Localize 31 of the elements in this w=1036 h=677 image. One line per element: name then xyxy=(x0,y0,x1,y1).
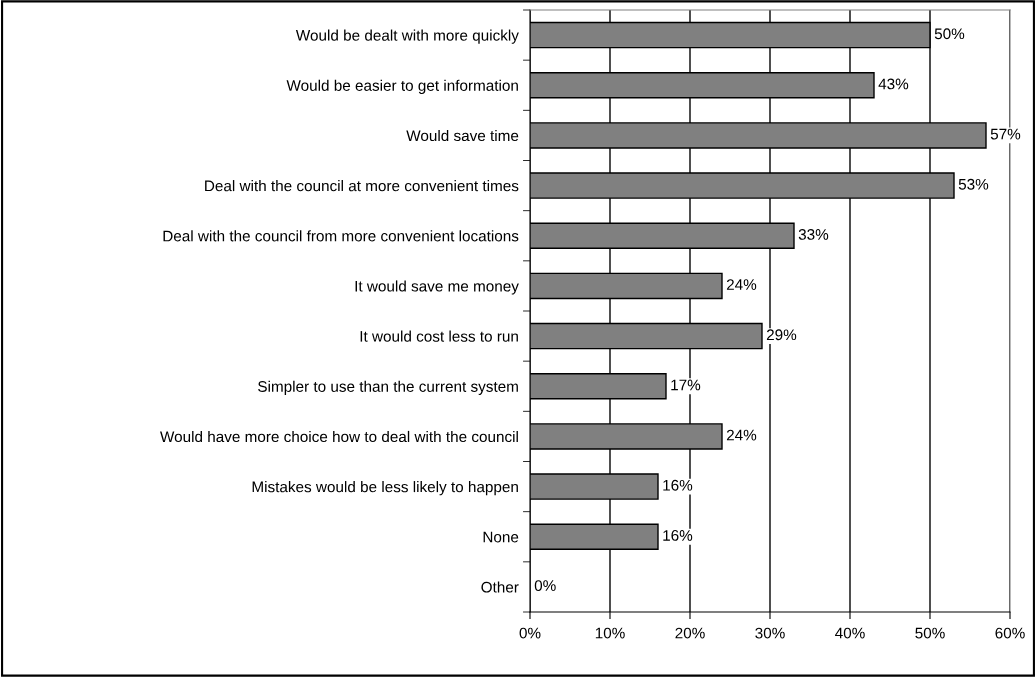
y-tick-label: Mistakes would be less likely to happen xyxy=(252,481,518,496)
x-tick-label: 30% xyxy=(755,627,785,639)
data-label: 53% xyxy=(958,178,989,190)
data-label: 43% xyxy=(878,78,909,90)
data-label: 57% xyxy=(990,128,1021,140)
data-label: 50% xyxy=(934,28,965,40)
data-label: 16% xyxy=(663,479,693,491)
x-tick-label: 40% xyxy=(835,627,865,639)
data-label: 17% xyxy=(671,379,701,391)
data-label: 24% xyxy=(726,429,757,441)
x-tick-label: 0% xyxy=(519,627,541,639)
x-tick-label: 60% xyxy=(995,627,1025,639)
data-label: 0% xyxy=(534,580,556,592)
y-tick-label: None xyxy=(483,531,519,543)
y-tick-label: Other xyxy=(481,581,519,593)
y-tick-label: It would save me money xyxy=(355,280,519,295)
y-tick-label: Deal with the council from more convenient locations xyxy=(163,230,519,242)
y-tick-label: Deal with the council at more convenient times xyxy=(205,180,519,192)
data-label: 33% xyxy=(798,229,829,240)
y-tick-label: Would be dealt with more quickly xyxy=(295,29,519,44)
y-tick-label: Would save time xyxy=(406,129,519,142)
x-tick-label: 50% xyxy=(915,627,945,639)
x-tick-label: 20% xyxy=(675,627,705,639)
data-label: 29% xyxy=(766,329,797,341)
y-tick-label: Would have more choice how to deal with the council xyxy=(160,430,518,443)
x-tick-label: 10% xyxy=(595,627,625,639)
data-label: 16% xyxy=(663,530,693,541)
data-label: 24% xyxy=(726,279,757,290)
y-tick-label: It would cost less to run xyxy=(360,330,518,342)
y-tick-label: Would be easier to get information xyxy=(286,79,518,94)
y-tick-label: Simpler to use than the current system xyxy=(258,380,518,395)
